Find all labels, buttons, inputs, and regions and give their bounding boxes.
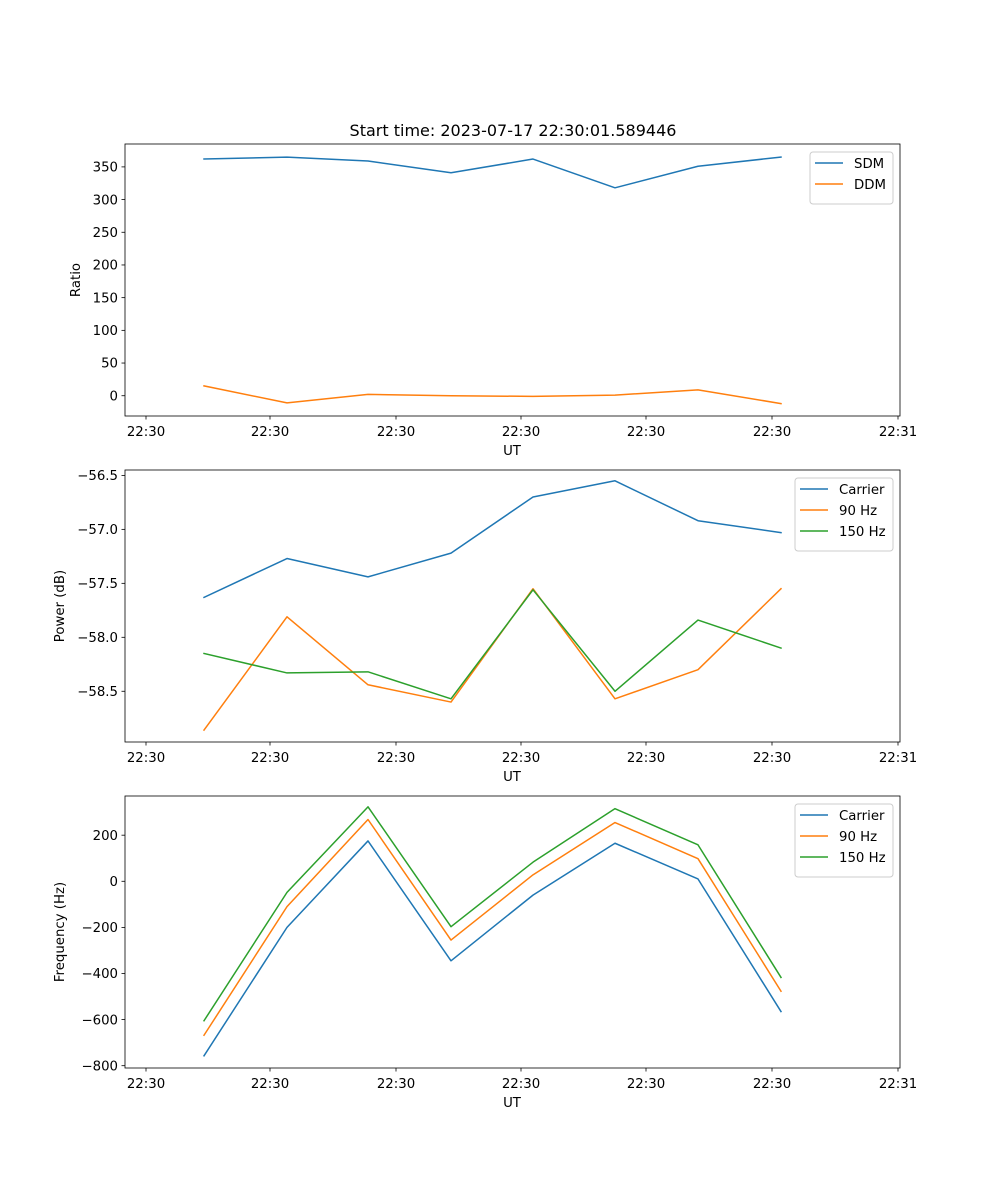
legend-entry-label: 90 Hz — [839, 504, 877, 519]
x-tick-label: 22:31 — [879, 425, 917, 440]
y-tick-label: −800 — [81, 1059, 118, 1074]
y-tick-label: −400 — [81, 967, 118, 982]
x-tick-label: 22:30 — [251, 425, 289, 440]
y-tick-label: 150 — [93, 291, 118, 306]
x-tick-label: 22:30 — [753, 425, 791, 440]
legend-box — [809, 151, 894, 205]
x-tick-label: 22:30 — [627, 1077, 665, 1092]
series-line-carrier — [202, 840, 783, 1057]
legend: Carrier 90 Hz 150 Hz — [794, 803, 894, 878]
legend: Carrier 90 Hz 150 Hz — [794, 477, 894, 552]
series-line-150-hz — [203, 589, 782, 700]
legend-entry-label: SDM — [854, 157, 884, 172]
y-axis-label: Power (dB) — [53, 570, 68, 642]
chart-panel-1: 0 50 100 150 200 250 300 350 22:30 22:30 22:30 22:3… — [69, 143, 917, 459]
x-tick-label: 22:30 — [502, 425, 540, 440]
x-tick-label: 22:30 — [377, 751, 415, 766]
y-tick-label: −200 — [81, 921, 118, 936]
legend-entry-label: 150 Hz — [839, 525, 886, 540]
y-tick-label: 0 — [110, 875, 118, 890]
y-tick-label: −57.0 — [77, 523, 118, 538]
y-tick-label: 250 — [93, 226, 118, 241]
y-tick-label: −58.0 — [77, 631, 118, 646]
legend-entry-label: Carrier — [839, 809, 885, 824]
x-tick-label: 22:30 — [251, 751, 289, 766]
x-axis-label: UT — [503, 770, 522, 785]
x-tick-label: 22:30 — [127, 1077, 165, 1092]
charts-container: 0 50 100 150 200 250 300 350 22:30 22:30 22:30 22:3… — [53, 143, 917, 1111]
x-tick-label: 22:30 — [251, 1077, 289, 1092]
legend-box — [794, 477, 894, 552]
series-line-ddm — [203, 385, 782, 405]
y-tick-label: −56.5 — [77, 469, 118, 484]
x-tick-label: 22:30 — [753, 751, 791, 766]
chart-panel-2: −58.5 −58.0 −57.5 −57.0 −56.5 22:30 22:30 22:30… — [53, 469, 917, 785]
x-tick-label: 22:30 — [377, 1077, 415, 1092]
x-tick-label: 22:31 — [879, 751, 917, 766]
x-tick-label: 22:30 — [502, 1077, 540, 1092]
y-tick-label: 100 — [93, 324, 118, 339]
y-tick-label: −600 — [81, 1013, 118, 1028]
series-line-90-hz — [202, 587, 783, 732]
x-tick-label: 22:30 — [127, 751, 165, 766]
x-tick-label: 22:30 — [753, 1077, 791, 1092]
legend: SDM DDM — [809, 151, 894, 205]
x-axis-label: UT — [503, 444, 522, 459]
y-tick-label: 200 — [93, 829, 118, 844]
y-tick-label: −58.5 — [77, 685, 118, 700]
series-line-90-hz — [202, 818, 783, 1037]
figure-title: Start time: 2023-07-17 22:30:01.589446 — [350, 121, 677, 140]
y-tick-label: 50 — [101, 357, 118, 372]
y-axis-label: Frequency (Hz) — [53, 882, 68, 982]
x-tick-label: 22:30 — [377, 425, 415, 440]
x-tick-label: 22:30 — [627, 751, 665, 766]
legend-entry-label: 90 Hz — [839, 830, 877, 845]
y-tick-label: 0 — [110, 389, 118, 404]
legend-entry-label: DDM — [854, 178, 886, 193]
series-line-carrier — [203, 480, 782, 599]
y-tick-label: −57.5 — [77, 577, 118, 592]
axes-frame — [124, 143, 901, 417]
legend-entry-label: 150 Hz — [839, 851, 886, 866]
x-tick-label: 22:30 — [627, 425, 665, 440]
y-tick-label: 300 — [93, 193, 118, 208]
x-tick-label: 22:30 — [502, 751, 540, 766]
x-tick-label: 22:30 — [127, 425, 165, 440]
legend-box — [794, 803, 894, 878]
series-line-150-hz — [202, 806, 783, 1022]
y-axis-label: Ratio — [69, 263, 84, 297]
axes-frame — [124, 469, 901, 743]
y-tick-label: 350 — [93, 161, 118, 176]
axes-frame — [124, 795, 901, 1069]
legend-entry-label: Carrier — [839, 483, 885, 498]
y-tick-label: 200 — [93, 259, 118, 274]
x-axis-label: UT — [503, 1096, 522, 1111]
x-tick-label: 22:31 — [879, 1077, 917, 1092]
series-line-sdm — [203, 156, 782, 189]
chart-panel-3: −800 −600 −400 −200 0 200 22:30 22:30 22:30 22:30… — [53, 795, 917, 1111]
